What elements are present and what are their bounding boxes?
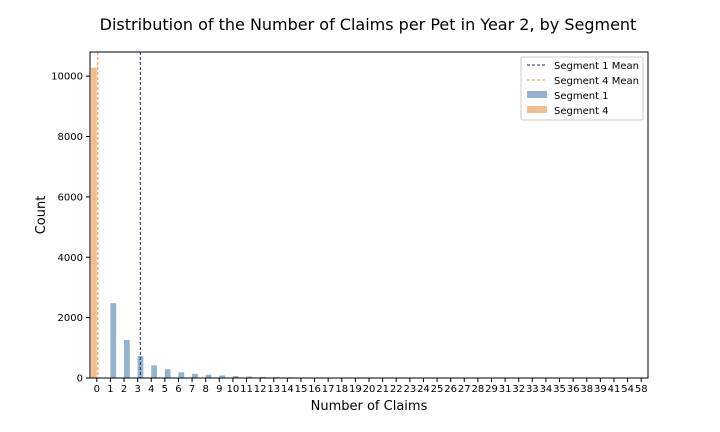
legend: Segment 1 Mean Segment 4 Mean Segment 1 … (520, 56, 644, 121)
y-tick-label: 4000 (58, 253, 83, 264)
bar-segment-1-5 (164, 369, 171, 378)
bar-segment-1-8 (205, 374, 212, 378)
x-tick-label: 38 (580, 384, 593, 395)
x-tick-label: 19 (349, 384, 362, 395)
x-tick-label: 3 (134, 384, 140, 395)
x-tick-label: 16 (308, 384, 321, 395)
x-tick-label: 14 (281, 384, 294, 395)
x-tick-label: 9 (216, 384, 222, 395)
x-tick-label: 2 (121, 384, 127, 395)
x-tick-label: 27 (458, 384, 471, 395)
x-tick-label: 13 (267, 384, 280, 395)
x-tick-label: 5 (162, 384, 168, 395)
x-tick-label: 33 (526, 384, 539, 395)
x-tick-label: 1 (107, 384, 113, 395)
x-tick-label: 28 (472, 384, 485, 395)
chart-title: Distribution of the Number of Claims per… (100, 15, 637, 34)
y-tick-label: 2000 (58, 313, 83, 324)
y-axis-title: Count (34, 196, 49, 235)
x-axis-title: Number of Claims (311, 399, 428, 414)
y-tick-label: 0 (77, 374, 83, 385)
x-tick-label: 24 (417, 384, 430, 395)
legend-label-segment-1-mean: Segment 1 Mean (554, 61, 639, 72)
bar-segment-1-10 (232, 376, 239, 378)
bar-segment-1-1 (110, 303, 117, 378)
legend-swatch-segment-4 (527, 106, 547, 113)
x-tick-label: 32 (512, 384, 525, 395)
bar-segment-1-12 (260, 376, 266, 378)
legend-label-segment-4: Segment 4 (554, 106, 609, 117)
x-tick-label: 17 (322, 384, 335, 395)
x-tick-label: 8 (202, 384, 208, 395)
legend-label-segment-4-mean: Segment 4 Mean (554, 76, 639, 87)
x-tick-label: 0 (94, 384, 100, 395)
x-tick-label: 23 (403, 384, 416, 395)
bar-segment-1-2 (124, 339, 130, 378)
y-tick-label: 10000 (51, 72, 83, 83)
x-tick-label: 34 (540, 384, 553, 395)
x-tick-label: 7 (189, 384, 195, 395)
x-tick-label: 26 (444, 384, 457, 395)
y-tick-label: 8000 (58, 132, 83, 143)
bar-segment-1-11 (246, 376, 253, 378)
x-tick-label: 39 (594, 384, 607, 395)
x-tick-label: 10 (227, 384, 240, 395)
x-tick-label: 41 (608, 384, 621, 395)
bar-segment-1-3 (137, 355, 144, 378)
x-tick-label: 54 (621, 384, 634, 395)
legend-swatch-segment-1 (527, 91, 547, 98)
x-tick-label: 4 (148, 384, 154, 395)
x-axis: 0 1 2 3 4 5 6 7 8 9 10 11 12 13 14 15 16 17 18 19 20 21 22 23 24… (94, 378, 648, 395)
x-tick-label: 18 (335, 384, 348, 395)
x-tick-label: 35 (553, 384, 566, 395)
bar-segment-1-6 (178, 372, 185, 378)
x-tick-label: 22 (390, 384, 403, 395)
y-tick-label: 6000 (58, 192, 83, 203)
x-tick-label: 58 (635, 384, 648, 395)
bar-segment-1-7 (192, 373, 198, 378)
x-tick-label: 15 (295, 384, 308, 395)
y-axis: 0 2000 4000 6000 8000 10000 (51, 72, 90, 385)
x-tick-label: 6 (175, 384, 181, 395)
x-tick-label: 12 (254, 384, 267, 395)
bar-segment-4-0 (91, 67, 97, 378)
x-tick-label: 36 (567, 384, 580, 395)
x-tick-label: 21 (376, 384, 389, 395)
x-tick-label: 11 (240, 384, 253, 395)
bar-segment-1-9 (219, 375, 226, 378)
bar-segment-1-4 (151, 365, 157, 378)
x-tick-label: 20 (363, 384, 376, 395)
x-tick-label: 31 (499, 384, 512, 395)
x-tick-label: 29 (485, 384, 498, 395)
legend-box (520, 56, 644, 121)
x-tick-label: 25 (431, 384, 444, 395)
legend-label-segment-1: Segment 1 (554, 91, 609, 102)
